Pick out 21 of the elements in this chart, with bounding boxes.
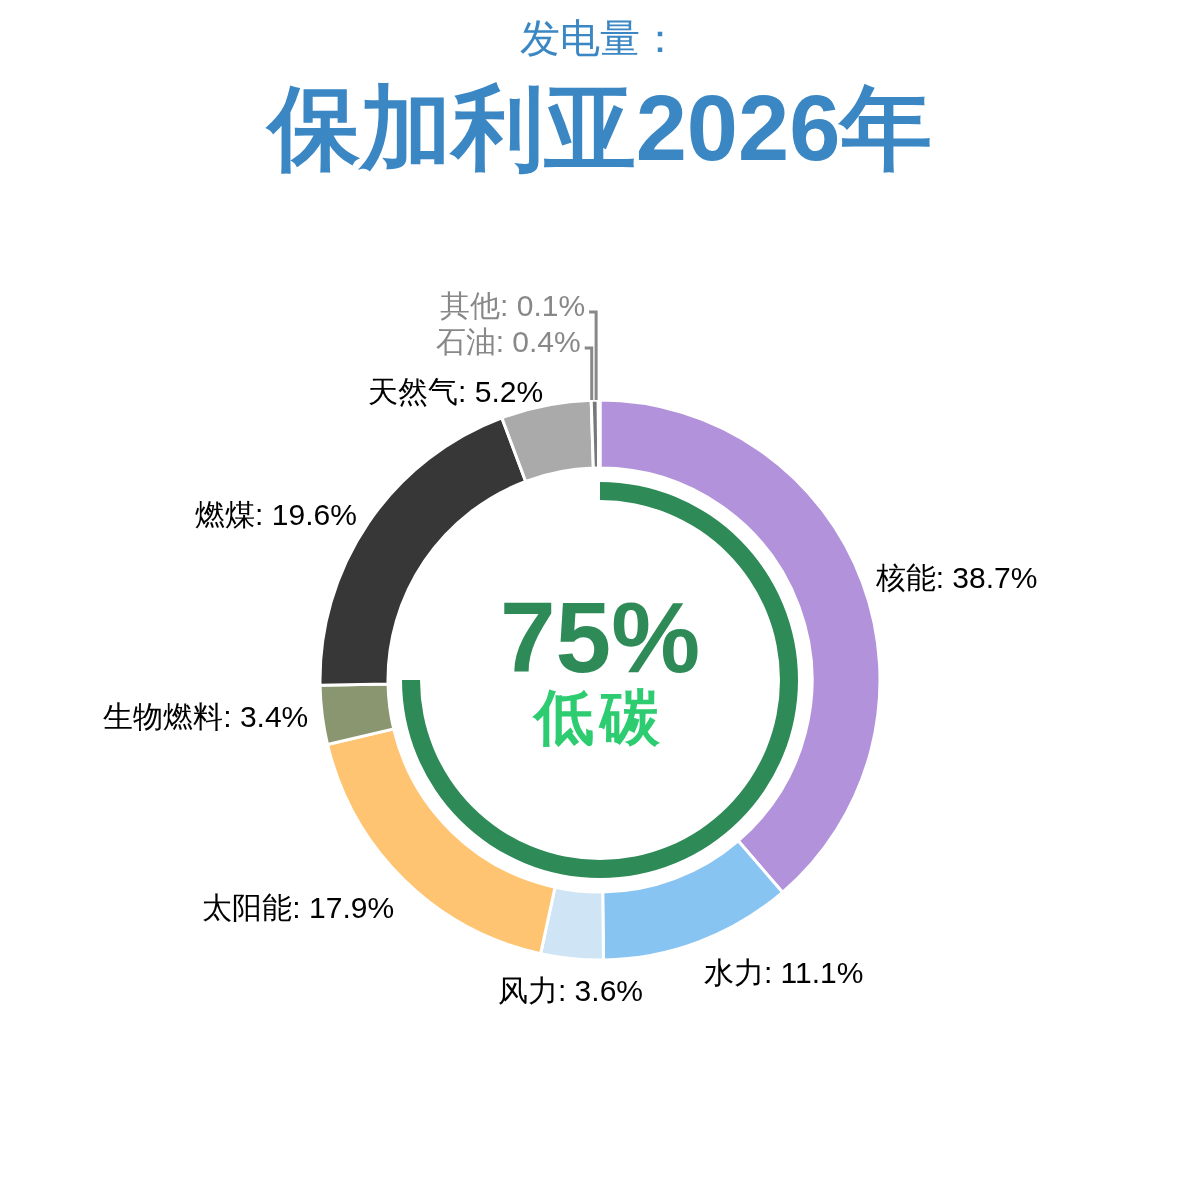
chart-subtitle: 发电量： [520,16,680,60]
data-label: : 5.2% [458,374,544,408]
slice-label: 风力 [497,973,558,1007]
data-label: : 0.4% [495,325,581,358]
data-label: : 3.4% [223,699,309,733]
slice-label: 石油 [435,325,496,358]
data-label: : 38.7% [935,560,1038,594]
slice-label: 水力 [703,956,764,990]
slice-label: 太阳能 [202,890,293,924]
data-label: : 19.6% [255,497,357,531]
data-label: : 11.1% [763,956,864,990]
slice-label: 核能 [874,560,936,594]
slice-label: 燃煤 [195,497,256,531]
slice-label: 低碳 [532,684,666,751]
data-label: : 17.9% [292,890,395,924]
data-label: : 3.6% [557,973,644,1007]
data-label: : 0.1% [500,289,586,322]
slice-label: 生物燃料 [103,699,224,733]
chart-title: 保加利亚2026年 [264,77,933,179]
slice-label: 天然气 [368,374,459,408]
slice-label: 其他 [440,289,501,322]
